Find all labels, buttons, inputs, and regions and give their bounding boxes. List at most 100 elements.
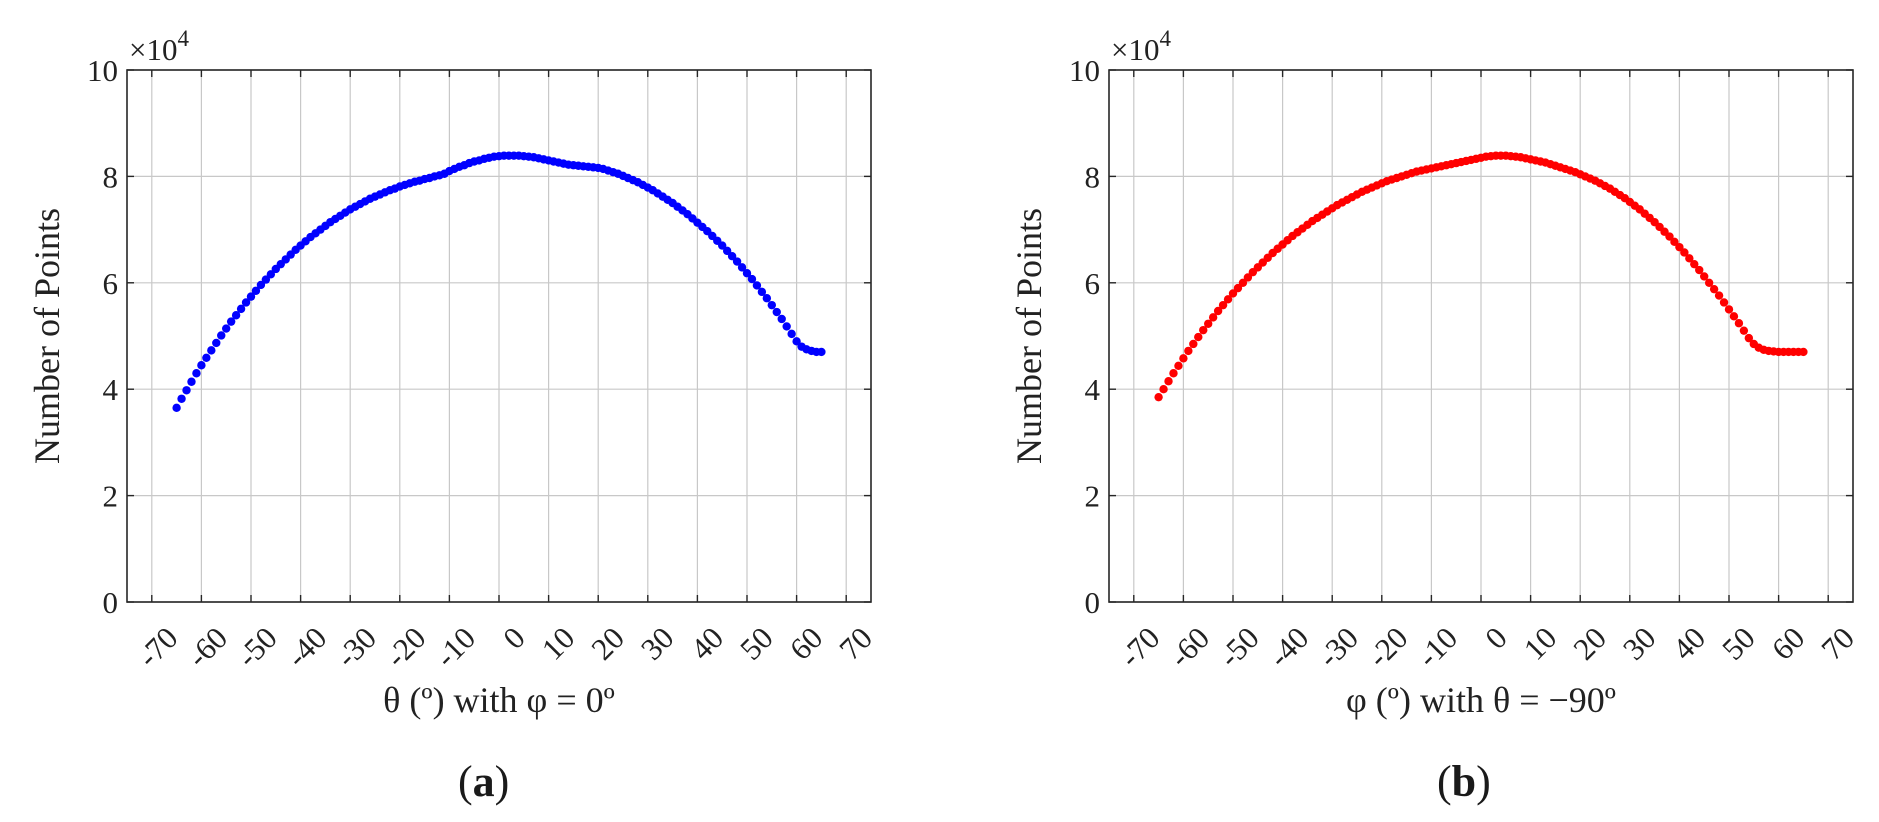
data-point (1194, 332, 1203, 342)
data-point (777, 314, 786, 324)
data-point (236, 304, 246, 314)
chart-b: -70-60-50-40-30-20-10 0 10 20 30 40 50 60 700246… (1009, 26, 1861, 720)
x-tick-label: -30 (329, 620, 383, 674)
data-point (226, 317, 236, 326)
data-point (251, 286, 261, 295)
x-tick-label: -10 (428, 620, 482, 674)
x-tick-label: -40 (1261, 620, 1315, 674)
x-tick-label: 40 (684, 620, 731, 667)
x-axis-label: φ (º) with θ = −90º (1346, 680, 1616, 720)
data-point (1680, 248, 1689, 257)
data-point (241, 298, 251, 307)
data-point (1223, 295, 1233, 304)
data-point (1704, 278, 1714, 287)
data-point (192, 369, 201, 378)
data-point (231, 311, 241, 320)
panel-label-a: (a) (458, 757, 510, 806)
x-tick-label: 60 (1765, 620, 1812, 667)
data-point (1690, 259, 1699, 269)
data-point (222, 324, 231, 333)
y-tick-label: 0 (103, 585, 119, 620)
y-tick-label: 6 (103, 266, 119, 301)
x-tick-label: -70 (131, 620, 185, 674)
y-tick-label: 6 (1085, 266, 1101, 301)
data-point (256, 280, 266, 290)
x-axis-label: θ (º) with φ = 0º (383, 680, 615, 720)
data-point (202, 353, 211, 363)
data-point (1233, 283, 1243, 293)
y-exponent-power: 4 (177, 26, 189, 51)
data-point (1184, 346, 1193, 356)
y-exponent-power: 4 (1159, 26, 1171, 51)
data-point (1739, 326, 1749, 335)
data-point (1199, 325, 1208, 335)
y-tick-label: 4 (1085, 372, 1101, 407)
x-tick-label: 60 (783, 620, 830, 667)
data-point (1724, 305, 1734, 314)
data-point (1719, 298, 1729, 307)
x-tick-label: 70 (1814, 620, 1861, 667)
x-tick-label: -70 (1113, 620, 1167, 674)
data-point (1179, 354, 1188, 363)
data-point (787, 329, 796, 339)
x-tick-label: -50 (230, 620, 284, 674)
x-tick-label: 70 (832, 620, 879, 667)
y-tick-label: 0 (1085, 585, 1101, 620)
data-point (757, 287, 767, 297)
x-tick-label: 10 (1517, 620, 1564, 667)
x-tick-label: -20 (1361, 620, 1415, 674)
data-point (742, 269, 752, 278)
data-point (1243, 273, 1253, 282)
data-point (1729, 312, 1739, 321)
data-point (1189, 339, 1198, 349)
y-tick-label: 2 (103, 479, 119, 514)
data-point (261, 275, 271, 284)
x-tick-label: 10 (535, 620, 582, 667)
data-point (1204, 319, 1213, 328)
chart-a: -70-60-50-40-30-20-10 0 10 20 30 40 50 60 700246… (27, 26, 879, 720)
data-point (197, 361, 206, 370)
data-point (1734, 319, 1744, 328)
y-tick-label: 10 (1069, 53, 1100, 88)
data-point (732, 257, 742, 266)
data-point (1159, 385, 1168, 394)
x-tick-label: -20 (379, 620, 433, 674)
x-tick-label: 30 (1616, 620, 1663, 667)
data-point (747, 274, 757, 284)
data-point (1218, 300, 1228, 310)
panel-label-b-letter: b (1451, 757, 1477, 806)
y-tick-label: 10 (87, 53, 118, 88)
y-tick-label: 8 (103, 159, 119, 194)
data-point (172, 403, 181, 413)
data-point (782, 322, 791, 331)
x-tick-label: -40 (279, 620, 333, 674)
x-tick-label: -10 (1410, 620, 1464, 674)
panel-label-b: (b) (1437, 757, 1491, 806)
x-tick-label: -60 (180, 620, 234, 674)
data-point (1174, 361, 1183, 370)
data-point (1213, 306, 1223, 316)
y-axis-label: Number of Points (1009, 208, 1049, 464)
data-point (1208, 313, 1218, 322)
data-point (772, 307, 781, 317)
data-point (1714, 291, 1724, 300)
x-tick-label: 0 (496, 620, 532, 656)
y-exponent-label: ×104 (129, 26, 189, 67)
x-tick-label: -50 (1212, 620, 1266, 674)
data-point (1799, 347, 1808, 357)
data-point (1744, 333, 1754, 343)
data-point (722, 246, 732, 256)
x-tick-label: -60 (1162, 620, 1216, 674)
data-point (217, 331, 226, 340)
data-point (737, 263, 747, 272)
x-tick-label: 20 (1566, 620, 1613, 667)
data-point (1675, 242, 1684, 252)
data-point (762, 294, 772, 303)
data-point (212, 338, 221, 348)
x-tick-label: 40 (1666, 620, 1713, 667)
x-tick-label: 30 (634, 620, 681, 667)
data-point (207, 346, 216, 355)
x-tick-label: 50 (1715, 620, 1762, 667)
data-point (718, 241, 727, 250)
